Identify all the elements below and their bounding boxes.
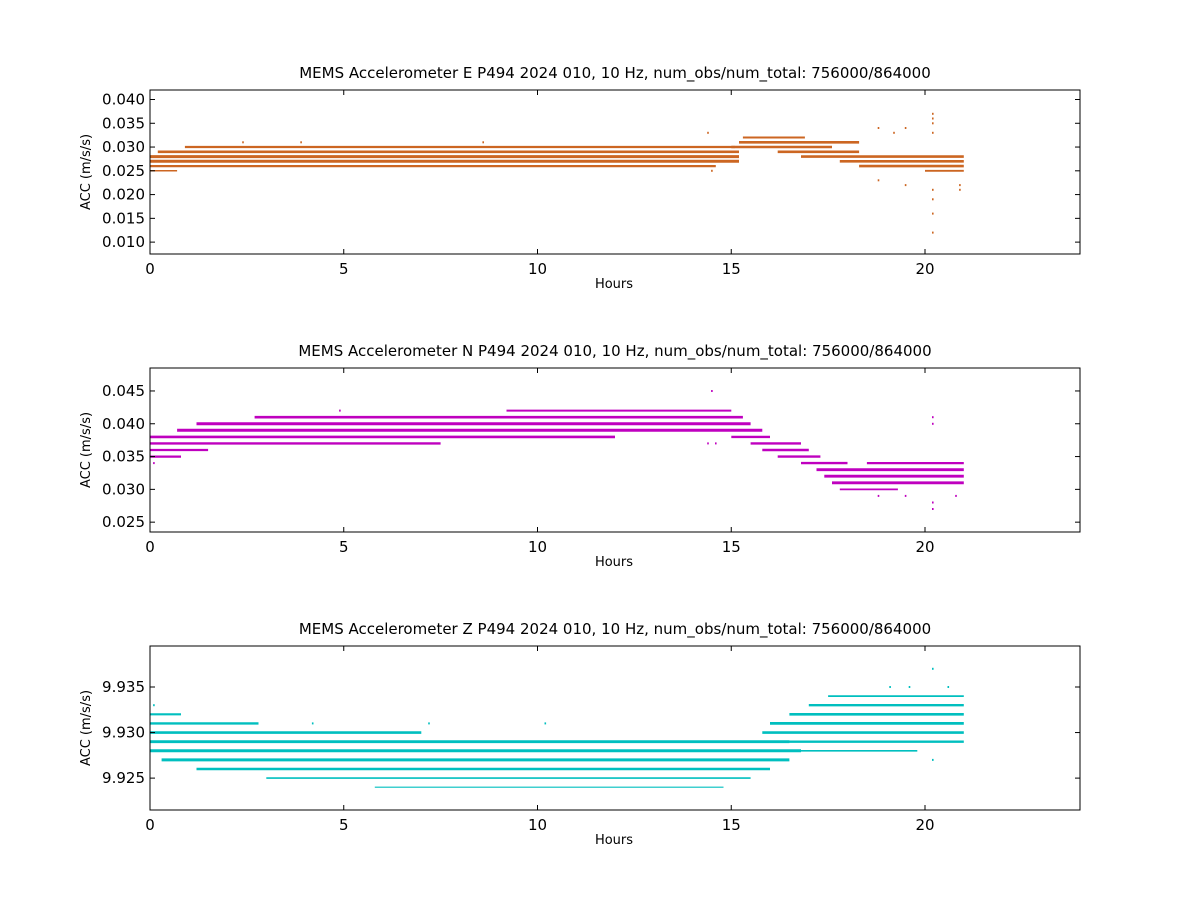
x-tick-label-north-1: 5	[339, 538, 349, 556]
data-point-north-7	[932, 416, 934, 419]
data-point-north-6	[904, 494, 907, 497]
panel-east: MEMS Accelerometer E P494 2024 010, 10 H…	[79, 64, 1081, 292]
y-tick-label-east-5: 0.035	[102, 114, 145, 132]
axes-frame-north	[149, 367, 1081, 533]
chart-title-north: MEMS Accelerometer N P494 2024 010, 10 H…	[298, 342, 931, 361]
data-point-vertical-0	[153, 704, 155, 707]
data-point-north-4	[715, 442, 717, 445]
y-tick-label-north-4: 0.045	[102, 382, 145, 400]
panel-north: MEMS Accelerometer N P494 2024 010, 10 H…	[79, 342, 1081, 570]
x-tick-label-vertical-3: 15	[722, 816, 741, 834]
y-tick-label-east-6: 0.040	[102, 91, 145, 109]
data-point-east-10	[932, 112, 934, 115]
y-tick-label-east-4: 0.030	[102, 138, 145, 156]
data-point-east-5	[877, 127, 880, 129]
data-point-east-15	[932, 198, 934, 201]
data-point-east-16	[932, 212, 934, 215]
y-tick-label-vertical-2: 9.935	[102, 678, 145, 696]
y-axis-label-north: ACC (m/s/s)	[79, 412, 94, 488]
data-point-east-13	[932, 131, 934, 134]
x-tick-label-east-3: 15	[722, 260, 741, 278]
y-axis-label-east: ACC (m/s/s)	[79, 134, 94, 210]
data-point-vertical-6	[932, 667, 934, 670]
plot-area-east: 0 5 10 15 20 0.010 0.015 0.020 0.025 0.030 0.035 0.…	[102, 89, 1081, 278]
data-point-east-3	[707, 131, 709, 134]
data-point-east-17	[932, 231, 934, 234]
axes-frame-east	[149, 89, 1081, 255]
data-point-vertical-8	[947, 686, 950, 688]
y-tick-label-east-3: 0.025	[102, 162, 145, 180]
data-point-vertical-5	[908, 686, 911, 688]
x-tick-label-north-3: 15	[722, 538, 741, 556]
data-point-vertical-2	[428, 722, 430, 725]
y-tick-label-east-1: 0.015	[102, 209, 145, 227]
y-tick-label-east-0: 0.010	[102, 233, 145, 251]
data-point-east-2	[482, 141, 484, 144]
data-point-north-9	[932, 501, 934, 504]
data-point-east-14	[932, 188, 934, 191]
y-tick-label-vertical-1: 9.930	[102, 724, 145, 742]
data-point-north-5	[877, 494, 880, 497]
plot-area-north: 0 5 10 15 20 0.025 0.030 0.035 0.040 0.045	[102, 367, 1081, 556]
x-tick-label-east-4: 20	[915, 260, 934, 278]
data-point-east-19	[959, 188, 961, 191]
x-tick-label-east-2: 10	[528, 260, 547, 278]
data-point-vertical-3	[544, 722, 547, 725]
plot-area-vertical: 0 5 10 15 20 9.925 9.930 9.935	[102, 645, 1081, 834]
data-point-east-0	[242, 141, 244, 144]
chart-title-vertical: MEMS Accelerometer Z P494 2024 010, 10 H…	[299, 620, 931, 639]
data-point-north-8	[932, 422, 934, 425]
x-tick-label-north-2: 10	[528, 538, 547, 556]
x-tick-label-north-0: 0	[145, 538, 155, 556]
data-point-north-11	[955, 494, 957, 497]
data-point-east-12	[932, 122, 934, 125]
data-point-east-11	[932, 117, 934, 120]
data-point-east-1	[300, 141, 302, 144]
data-point-east-8	[904, 127, 907, 129]
y-tick-label-vertical-0: 9.925	[102, 769, 145, 787]
x-axis-label-east: Hours	[595, 277, 633, 292]
x-tick-label-vertical-0: 0	[145, 816, 155, 834]
y-axis-label-vertical: ACC (m/s/s)	[79, 690, 94, 766]
data-point-vertical-1	[311, 722, 314, 725]
y-tick-label-north-3: 0.040	[102, 415, 145, 433]
data-point-vertical-4	[889, 686, 891, 688]
x-axis-label-vertical: Hours	[595, 833, 633, 848]
x-tick-label-vertical-2: 10	[528, 816, 547, 834]
y-tick-label-north-2: 0.035	[102, 448, 145, 466]
chart-title-east: MEMS Accelerometer E P494 2024 010, 10 H…	[299, 64, 931, 83]
data-point-east-9	[904, 184, 907, 187]
data-point-vertical-7	[932, 758, 934, 761]
data-point-east-6	[877, 179, 880, 182]
data-point-north-1	[339, 409, 341, 412]
axes-frame-vertical	[149, 645, 1081, 811]
x-axis-label-north: Hours	[595, 555, 633, 570]
x-tick-label-east-1: 5	[339, 260, 349, 278]
data-point-east-4	[711, 169, 713, 172]
y-tick-label-north-1: 0.030	[102, 480, 145, 498]
data-point-east-7	[893, 131, 895, 134]
y-tick-label-east-2: 0.020	[102, 186, 145, 204]
x-tick-label-vertical-4: 20	[915, 816, 934, 834]
x-tick-label-east-0: 0	[145, 260, 155, 278]
x-tick-label-north-4: 20	[915, 538, 934, 556]
data-point-north-2	[711, 390, 713, 392]
data-point-north-3	[707, 442, 709, 445]
panel-vertical: MEMS Accelerometer Z P494 2024 010, 10 H…	[79, 620, 1081, 848]
data-point-north-10	[932, 508, 934, 510]
data-point-east-18	[959, 184, 961, 187]
data-point-north-0	[153, 462, 155, 465]
x-tick-label-vertical-1: 5	[339, 816, 349, 834]
y-tick-label-north-0: 0.025	[102, 513, 145, 531]
